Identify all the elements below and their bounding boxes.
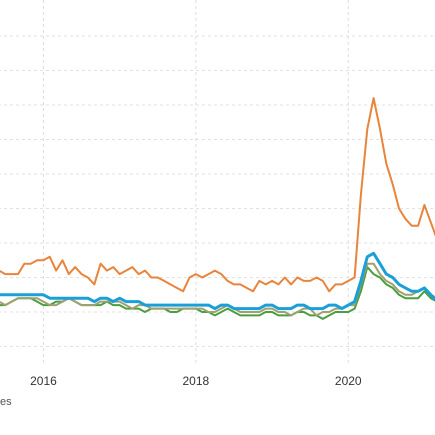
series-line-0 <box>0 97 435 293</box>
x-tick-label-2016: 2016 <box>30 374 57 388</box>
series-lines <box>0 97 435 320</box>
gridlines <box>0 0 435 365</box>
x-tick-label-2018: 2018 <box>182 374 209 388</box>
caption-fragment: es <box>0 396 12 408</box>
x-axis: 2016 2018 2020 <box>30 374 362 388</box>
series-line-1 <box>0 251 435 311</box>
x-tick-label-2020: 2020 <box>335 374 362 388</box>
